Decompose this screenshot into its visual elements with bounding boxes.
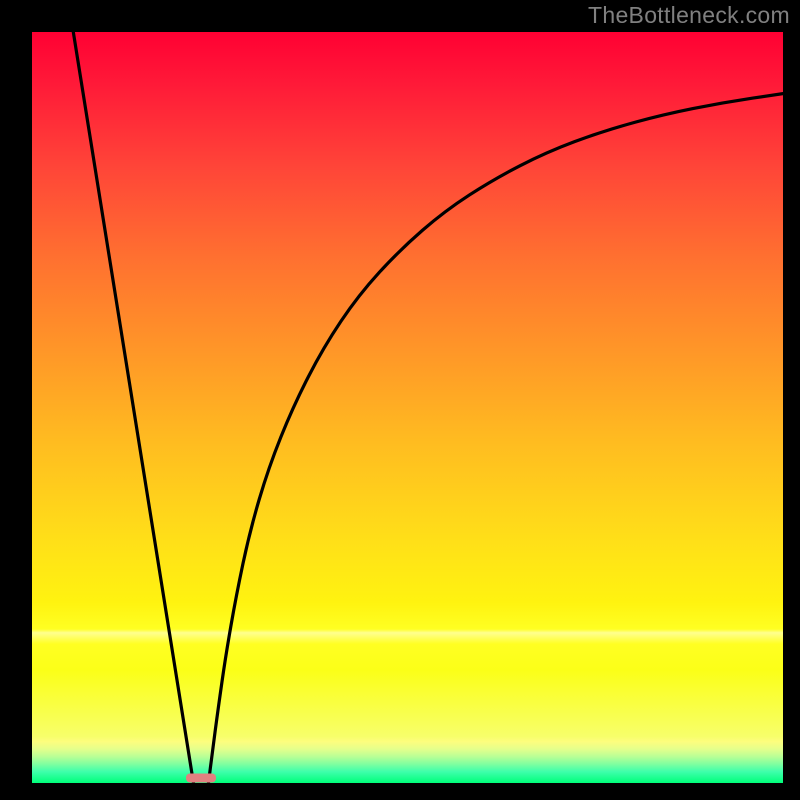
bottleneck-curve [32, 32, 783, 783]
plot-area [32, 32, 783, 783]
watermark-text: TheBottleneck.com [588, 2, 790, 29]
optimal-point-marker [186, 773, 216, 782]
chart-container: TheBottleneck.com [0, 0, 800, 800]
